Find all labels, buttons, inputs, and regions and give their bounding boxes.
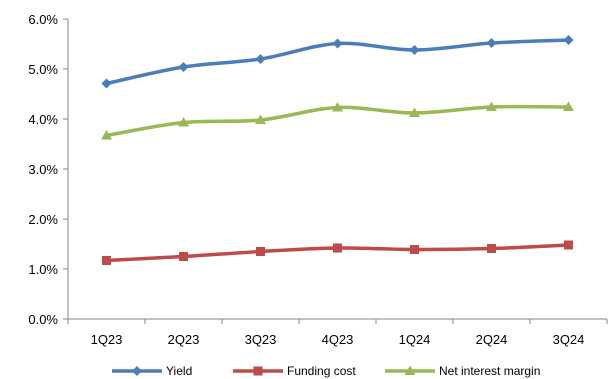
data-point-funding-cost bbox=[333, 243, 342, 253]
data-point-yield bbox=[563, 35, 574, 45]
y-tick-label: 3.0% bbox=[28, 162, 58, 177]
data-point-net-interest-margin bbox=[255, 114, 266, 124]
series-funding-cost bbox=[102, 240, 573, 265]
data-point-funding-cost bbox=[256, 247, 265, 256]
legend-label: Net interest margin bbox=[439, 364, 540, 378]
data-point-funding-cost bbox=[564, 240, 573, 250]
series-yield bbox=[101, 35, 574, 89]
x-tick-label: 3Q24 bbox=[553, 332, 585, 347]
legend-item-yield: Yield bbox=[112, 364, 192, 378]
data-point-net-interest-margin bbox=[101, 130, 112, 140]
y-tick-label: 5.0% bbox=[28, 62, 58, 77]
x-tick-label: 3Q23 bbox=[245, 332, 277, 347]
data-point-net-interest-margin bbox=[563, 101, 574, 111]
legend-item-funding-cost: Funding cost bbox=[233, 364, 356, 378]
y-tick-label: 4.0% bbox=[28, 112, 58, 127]
data-point-net-interest-margin bbox=[178, 117, 189, 127]
data-point-yield bbox=[409, 45, 420, 55]
data-point-funding-cost bbox=[102, 256, 111, 265]
legend-marker bbox=[253, 366, 263, 376]
x-tick-label: 2Q23 bbox=[168, 332, 200, 347]
legend-marker bbox=[404, 365, 416, 375]
legend: Yield Funding cost Net interest margin bbox=[112, 364, 540, 378]
legend-label: Funding cost bbox=[287, 364, 356, 378]
y-tick-label: 2.0% bbox=[28, 212, 58, 227]
data-point-net-interest-margin bbox=[332, 102, 343, 112]
data-point-net-interest-margin bbox=[486, 101, 497, 111]
data-point-yield bbox=[101, 78, 112, 89]
x-tick-label: 1Q23 bbox=[91, 332, 123, 347]
x-axis-ticks: 1Q23 2Q23 3Q23 4Q23 1Q24 2Q24 3Q24 bbox=[67, 319, 608, 347]
data-point-yield bbox=[486, 38, 497, 48]
legend-label: Yield bbox=[166, 364, 192, 378]
y-tick-label: 0.0% bbox=[28, 312, 58, 327]
legend-item-net-interest-margin: Net interest margin bbox=[385, 364, 540, 378]
x-tick-label: 4Q23 bbox=[322, 332, 354, 347]
series-net-interest-margin bbox=[101, 101, 574, 140]
data-point-yield bbox=[178, 62, 189, 72]
data-point-funding-cost bbox=[410, 245, 419, 254]
axes bbox=[67, 19, 607, 320]
data-point-funding-cost bbox=[487, 244, 496, 253]
series-group bbox=[101, 35, 574, 265]
data-point-net-interest-margin bbox=[409, 107, 420, 117]
data-point-funding-cost bbox=[179, 252, 188, 261]
y-tick-label: 6.0% bbox=[28, 12, 58, 27]
legend-marker bbox=[132, 366, 142, 376]
y-axis-ticks: 0.0% 1.0% 2.0% 3.0% 4.0% 5.0% 6.0% bbox=[28, 12, 68, 327]
y-tick-label: 1.0% bbox=[28, 262, 58, 277]
data-point-yield bbox=[332, 38, 343, 49]
data-point-yield bbox=[255, 54, 266, 64]
x-tick-label: 2Q24 bbox=[476, 332, 508, 347]
x-tick-label: 1Q24 bbox=[399, 332, 431, 347]
